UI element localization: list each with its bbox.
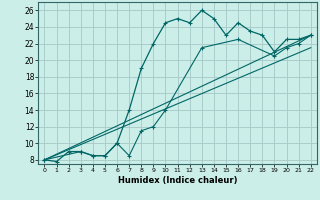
X-axis label: Humidex (Indice chaleur): Humidex (Indice chaleur)	[118, 176, 237, 185]
